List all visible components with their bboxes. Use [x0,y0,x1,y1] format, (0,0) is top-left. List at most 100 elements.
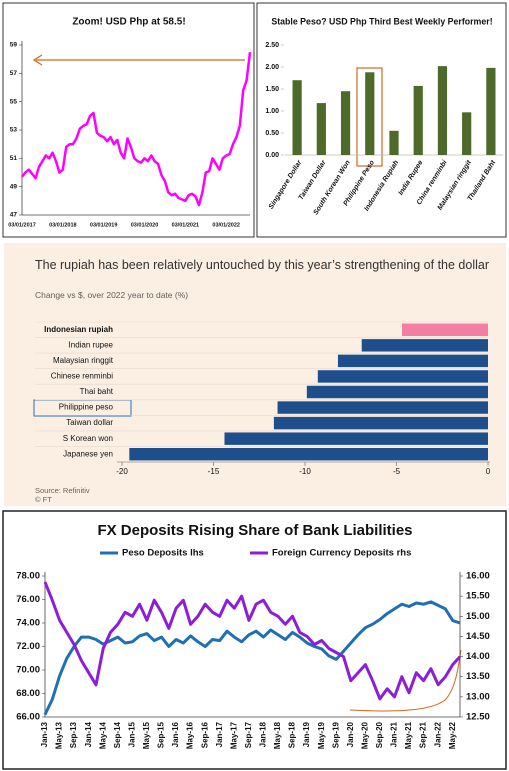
y-tick-label: Taiwan dollar [66,418,113,427]
x-tick-label: 03/01/2022 [212,222,240,228]
x-tick-label: Sep-14 [113,721,122,748]
y-tick-label: 68.00 [16,688,40,699]
x-tick-label: May-16 [186,721,195,749]
x-tick-label: -20 [116,467,128,476]
y-tick-label: 2.50 [265,42,279,49]
bar [389,130,399,155]
y-tick-label: 72.00 [16,641,40,652]
chart-title: Stable Peso? USD Php Third Best Weekly P… [271,16,492,26]
legend-label: Foreign Currency Deposits rhs [272,548,411,559]
trend-annotation [349,649,462,712]
x-tick-label: May-22 [448,721,457,749]
x-tick-label: May-20 [360,721,369,749]
bar [317,370,488,383]
series-line [21,51,252,207]
x-tick-label: May-17 [229,721,238,749]
chart-title: The rupiah has been relatively untouched… [35,258,489,272]
bar [401,323,488,336]
bar [292,80,302,155]
x-tick-label: Sep-21 [419,721,428,748]
chart-subtitle: Change vs $, over 2022 year to date (%) [35,290,189,300]
y-tick-label: 78.00 [16,571,40,582]
x-tick-label: Sep-18 [288,721,297,748]
bar [486,67,496,155]
y-tick-label: 1.00 [265,108,279,115]
y-tick-label: 0.50 [265,130,279,137]
y-tick-label: Thai baht [80,387,114,396]
chart-title: FX Deposits Rising Share of Bank Liabili… [97,522,412,539]
bar [224,432,489,445]
y-tick-label: 49 [10,183,18,190]
x-tick-label: Jan-22 [433,721,442,747]
x-tick-label: Jan-14 [84,721,93,747]
y2-tick-label: 13.00 [466,691,490,702]
x-tick-label: 03/01/2019 [90,222,118,228]
x-tick-label: May-14 [98,721,107,749]
x-tick-label: May-21 [404,721,413,749]
x-tick-label: Sep-13 [69,721,78,748]
y-tick-label: 55 [10,98,18,105]
y-tick-label: Malaysian ringgit [53,356,114,365]
y2-tick-label: 12.50 [466,712,490,723]
y2-tick-label: 15.00 [466,611,490,622]
y-tick-label: 66.00 [16,712,40,723]
bar [273,416,488,430]
x-tick-label: Jan-21 [390,721,399,747]
x-tick-label: May-19 [317,721,326,749]
y-tick-label: 70.00 [16,665,40,676]
x-tick-label: -15 [208,467,220,476]
y-tick-label: 74.00 [16,618,40,629]
y2-tick-label: 14.00 [466,651,490,662]
panel [2,2,255,238]
bar [413,85,423,155]
y-tick-label: Japanese yen [63,449,113,458]
bar [365,72,375,155]
x-tick-label: Jan-15 [127,721,136,747]
bar [316,103,326,155]
bar [337,354,488,368]
y-tick-label: 53 [10,127,18,134]
y2-tick-label: 15.50 [466,591,490,602]
x-tick-label: Sep-20 [375,721,384,748]
bar [437,66,448,155]
y-tick-label: 1.50 [265,86,279,93]
x-tick-label: Jan-13 [40,721,49,747]
x-tick-label: Sep-17 [244,721,253,748]
x-tick-label: 03/01/2020 [131,222,159,228]
x-tick-label: Sep-16 [200,721,209,748]
y-tick-label: Philippine peso [59,403,114,412]
x-tick-label: 03/01/2018 [49,222,77,228]
x-tick-label: 0 [486,467,491,476]
x-tick-label: Sep-15 [157,721,166,748]
y-tick-label: 0.00 [265,152,279,159]
series-line [43,581,462,701]
x-tick-label: Jan-19 [302,721,311,747]
y2-tick-label: 14.50 [466,631,490,642]
bar [306,385,488,399]
credit: © FT [35,495,52,504]
series-line [43,600,461,716]
bar [361,339,488,352]
x-tick-label: 03/01/2021 [172,222,200,228]
x-tick-label: Jan-16 [171,721,180,747]
bar [462,112,472,155]
x-tick-label: May-13 [55,721,64,749]
x-tick-label: May-18 [273,721,282,749]
y2-tick-label: 13.50 [466,671,490,682]
highlight-box [356,67,383,167]
x-tick-label: 03/01/2017 [8,222,36,228]
x-tick-label: Sep-19 [331,721,340,748]
x-tick-label: -5 [393,467,401,476]
y-tick-label: 51 [10,155,18,162]
y-tick-label: 2.00 [265,64,279,71]
legend-label: Peso Deposits lhs [122,548,204,559]
x-tick-label: Jan-17 [215,721,224,747]
x-tick-label: May-15 [142,721,151,749]
x-tick-label: Jan-18 [259,721,268,747]
bar [129,448,488,461]
y-tick-label: 76.00 [16,594,40,605]
y-tick-label: Chinese renminbi [51,372,113,381]
y-tick-label: S Korean won [63,434,113,443]
